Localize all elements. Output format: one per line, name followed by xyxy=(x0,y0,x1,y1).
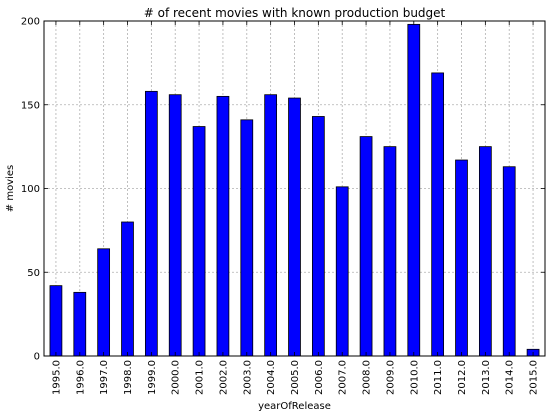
x-tick-label: 2014.0 xyxy=(505,360,516,395)
bar-1997.0 xyxy=(97,248,111,357)
bar-1995.0 xyxy=(49,285,63,357)
x-tick-label: 2001.0 xyxy=(195,360,206,395)
x-tick-label: 2004.0 xyxy=(266,360,277,395)
x-axis-label: yearOfRelease xyxy=(258,401,331,412)
bar-1998.0 xyxy=(121,221,134,357)
bar-2001.0 xyxy=(192,126,206,357)
bar-2013.0 xyxy=(478,146,492,357)
y-tick-label: 150 xyxy=(21,100,40,111)
axis-ticks xyxy=(44,20,545,357)
x-tick-label: 2006.0 xyxy=(314,360,325,395)
bar-2002.0 xyxy=(216,95,230,357)
x-tick-label: 2010.0 xyxy=(409,360,420,395)
bar-2003.0 xyxy=(240,119,254,357)
bar-2007.0 xyxy=(335,186,349,357)
x-tick-label: 2000.0 xyxy=(171,360,182,395)
y-tick-label: 50 xyxy=(27,268,40,279)
x-tick-label: 1995.0 xyxy=(51,360,62,395)
bar-2014.0 xyxy=(502,166,516,357)
y-tick-labels: 0 50 100 150 200 xyxy=(21,17,40,363)
bar-2005.0 xyxy=(288,97,301,357)
x-tick-label: 2002.0 xyxy=(218,360,229,395)
x-tick-label: 2011.0 xyxy=(433,360,444,395)
bar-2012.0 xyxy=(455,159,468,357)
bar-2010.0 xyxy=(407,23,421,357)
bar-2008.0 xyxy=(359,136,373,357)
y-tick-label: 200 xyxy=(21,17,40,28)
y-axis-label: # movies xyxy=(5,165,16,212)
bar-2004.0 xyxy=(264,94,278,357)
x-tick-label: 1998.0 xyxy=(123,360,134,395)
x-tick-labels: 1995.0 1996.0 1997.0 1998.0 1999.0 2000.0 2001… xyxy=(51,360,539,395)
x-tick-label: 1999.0 xyxy=(147,360,158,395)
x-tick-label: 2009.0 xyxy=(385,360,396,395)
chart-title: # of recent movies with known production… xyxy=(144,6,446,20)
bar-2011.0 xyxy=(431,72,445,357)
x-tick-label: 2012.0 xyxy=(457,360,468,395)
x-tick-label: 2013.0 xyxy=(481,360,492,395)
x-tick-label: 1996.0 xyxy=(75,360,86,395)
bar-2006.0 xyxy=(311,116,325,357)
y-tick-label: 0 xyxy=(34,352,40,363)
x-tick-label: 2005.0 xyxy=(290,360,301,395)
x-tick-label: 2003.0 xyxy=(242,360,253,395)
bar-1999.0 xyxy=(144,90,158,357)
x-tick-label: 1997.0 xyxy=(99,360,110,395)
x-tick-label: 2008.0 xyxy=(362,360,373,395)
x-tick-label: 2007.0 xyxy=(338,360,349,395)
y-tick-label: 100 xyxy=(21,184,40,195)
x-tick-label: 2015.0 xyxy=(529,360,540,395)
bar-2009.0 xyxy=(383,146,397,357)
bar-2000.0 xyxy=(168,94,182,357)
bar-1996.0 xyxy=(73,291,87,357)
